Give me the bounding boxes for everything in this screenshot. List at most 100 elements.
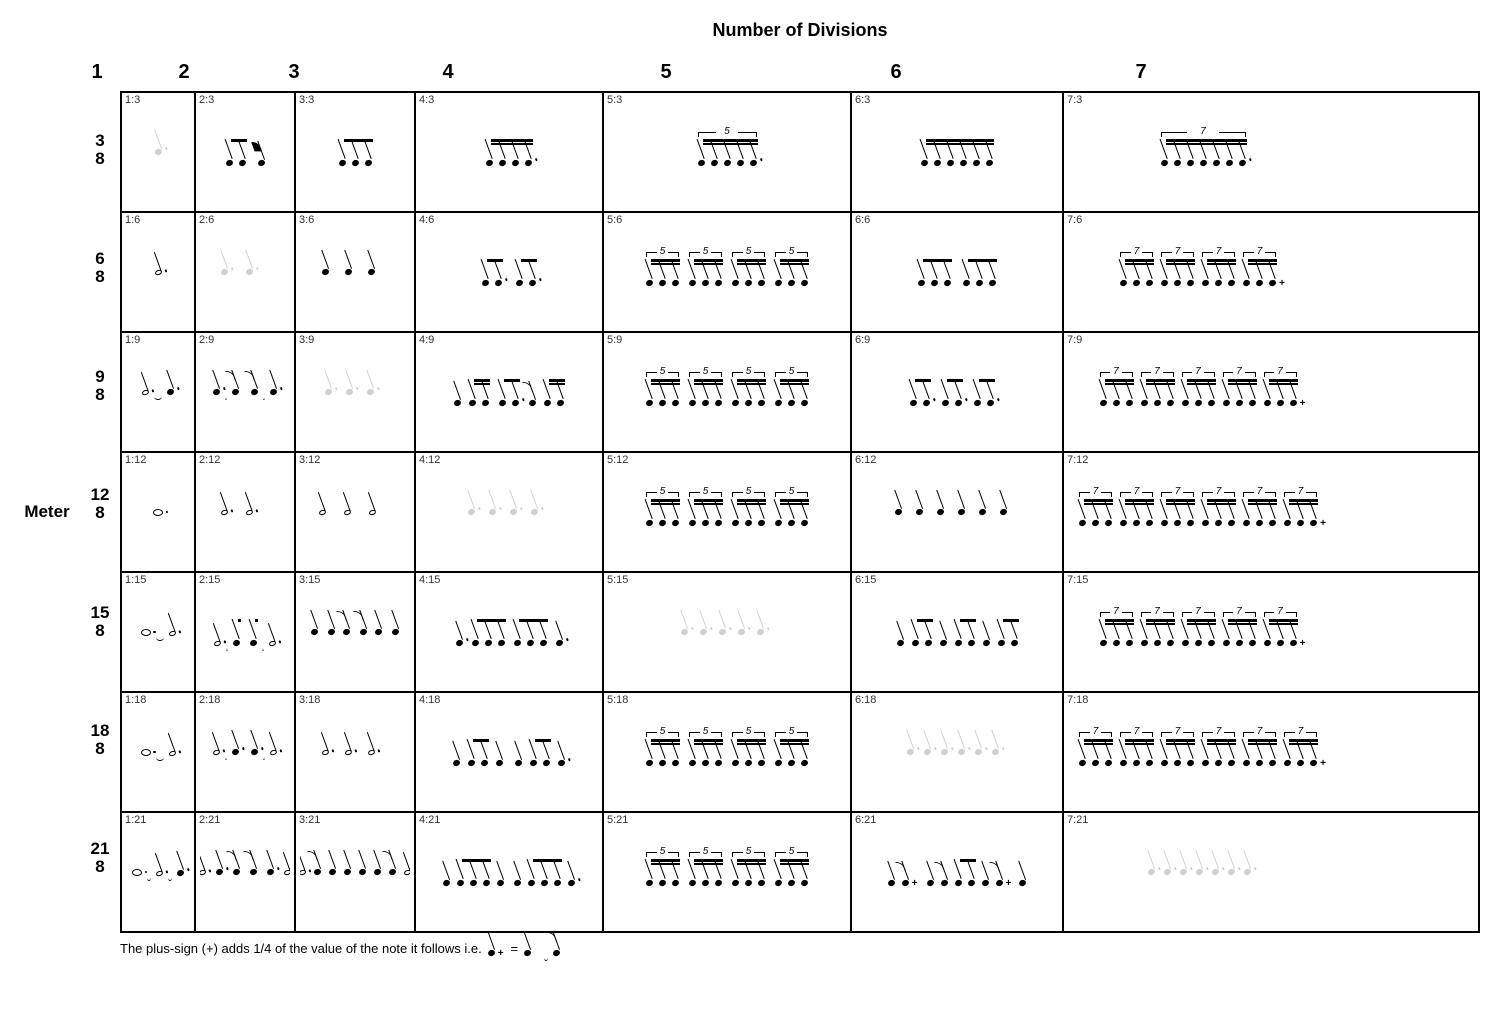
cell-notation [420, 695, 598, 809]
cell-notation [420, 815, 598, 929]
column-header: 2 [134, 53, 234, 91]
cell: 1:18 [122, 693, 196, 811]
cell-ratio-label: 2:18 [199, 694, 220, 706]
cell: 2:15 [196, 573, 296, 691]
cell-notation [126, 335, 190, 449]
cell: 1:21 [122, 813, 196, 931]
column-header: 3 [234, 53, 354, 91]
cell-ratio-label: 1:6 [125, 214, 140, 226]
cell: 7:12777777+ [1064, 453, 1342, 571]
cell-ratio-label: 5:9 [607, 334, 622, 346]
cell: 4:12 [416, 453, 604, 571]
cell-ratio-label: 2:6 [199, 214, 214, 226]
cell-ratio-label: 6:3 [855, 94, 870, 106]
cell-notation [420, 335, 598, 449]
cell-notation: 777777+ [1068, 695, 1338, 809]
cell-ratio-label: 6:12 [855, 454, 876, 466]
cell: 1:6 [122, 213, 196, 331]
cell-notation [856, 95, 1058, 209]
row-header-meter: 98 [80, 327, 120, 445]
cell: 6:15 [852, 573, 1064, 691]
cell-ratio-label: 7:6 [1067, 214, 1082, 226]
cell-notation [200, 335, 290, 449]
cell-notation: 77777+ [1068, 575, 1338, 689]
cell-ratio-label: 5:21 [607, 814, 628, 826]
cell: 4:15 [416, 573, 604, 691]
cell-notation: 5555 [608, 215, 846, 329]
cell-notation: 7777+ [1068, 215, 1338, 329]
cell-notation [126, 815, 190, 929]
cell-ratio-label: 3:18 [299, 694, 320, 706]
cell: 7:21 [1064, 813, 1342, 931]
column-header: 4 [354, 53, 542, 91]
cell-ratio-label: 1:15 [125, 574, 146, 586]
cell: 1:15 [122, 573, 196, 691]
cell-notation: 5555 [608, 695, 846, 809]
cell: 4:3 [416, 93, 604, 211]
table-row: 1:152:153:154:155:156:157:1577777+ [122, 573, 1478, 693]
cell: 3:21 [296, 813, 416, 931]
cell-ratio-label: 7:21 [1067, 814, 1088, 826]
cell-ratio-label: 5:3 [607, 94, 622, 106]
cell: 6:9 [852, 333, 1064, 451]
row-headers: 386898128158188218 [80, 91, 120, 933]
cell: 2:12 [196, 453, 296, 571]
row-header-meter: 158 [80, 563, 120, 681]
cell-notation [420, 575, 598, 689]
cell-ratio-label: 4:21 [419, 814, 440, 826]
table-row: 1:12 2:123:12 4:125:1255556:12 7:12777777+ [122, 453, 1478, 573]
column-header: 5 [542, 53, 790, 91]
cell-notation: 777777+ [1068, 455, 1338, 569]
cell-notation [300, 215, 410, 329]
column-header: 1 [60, 53, 134, 91]
cell: 2:3 [196, 93, 296, 211]
cell-ratio-label: 3:12 [299, 454, 320, 466]
cell-notation [856, 695, 1058, 809]
cell-ratio-label: 1:12 [125, 454, 146, 466]
cell: 5:35 [604, 93, 852, 211]
cell-notation: 7 [1068, 95, 1338, 209]
cell: 3:18 [296, 693, 416, 811]
cell: 5:125555 [604, 453, 852, 571]
cell-notation: 5555 [608, 455, 846, 569]
cell: 6:6 [852, 213, 1064, 331]
cell-ratio-label: 3:6 [299, 214, 314, 226]
cell-ratio-label: 5:18 [607, 694, 628, 706]
cell-ratio-label: 6:6 [855, 214, 870, 226]
cell-ratio-label: 1:9 [125, 334, 140, 346]
table-row: 1:212:213:214:215:2155556:21++7:21 [122, 813, 1478, 931]
cell-ratio-label: 6:15 [855, 574, 876, 586]
table-row: 1:92:93:94:95:955556:97:977777+ [122, 333, 1478, 453]
cell: 2:6 [196, 213, 296, 331]
cell: 3:6 [296, 213, 416, 331]
row-header-meter: 128 [80, 445, 120, 563]
footnote: The plus-sign (+) adds 1/4 of the value … [20, 941, 1480, 956]
cell-notation [300, 575, 410, 689]
cell-notation [126, 215, 190, 329]
cell-notation [856, 215, 1058, 329]
cell: 1:12 [122, 453, 196, 571]
cell-ratio-label: 2:9 [199, 334, 214, 346]
cell-notation [200, 695, 290, 809]
cell-notation [856, 455, 1058, 569]
footnote-text: The plus-sign (+) adds 1/4 of the value … [120, 941, 482, 956]
cell-ratio-label: 1:21 [125, 814, 146, 826]
table-grid: 1:32:33:34:35:356:37:371:62:63:64:65:655… [120, 91, 1480, 933]
table-row: 1:62:63:64:65:655556:67:67777+ [122, 213, 1478, 333]
cell-notation [200, 815, 290, 929]
cell-notation [420, 455, 598, 569]
grid-area: Meter 386898128158188218 1:32:33:34:35:3… [20, 91, 1480, 933]
footnote-notation-example: + = [488, 941, 560, 956]
cell-ratio-label: 1:18 [125, 694, 146, 706]
table-row: 1:32:33:34:35:356:37:37 [122, 93, 1478, 213]
cell-notation [300, 335, 410, 449]
cell-ratio-label: 4:6 [419, 214, 434, 226]
cell: 6:18 [852, 693, 1064, 811]
cell: 5:15 [604, 573, 852, 691]
cell-notation [420, 215, 598, 329]
cell: 3:12 [296, 453, 416, 571]
cell: 5:215555 [604, 813, 852, 931]
columns-axis-title: Number of Divisions [20, 20, 1480, 41]
cell-notation [200, 95, 290, 209]
cell-notation [126, 575, 190, 689]
